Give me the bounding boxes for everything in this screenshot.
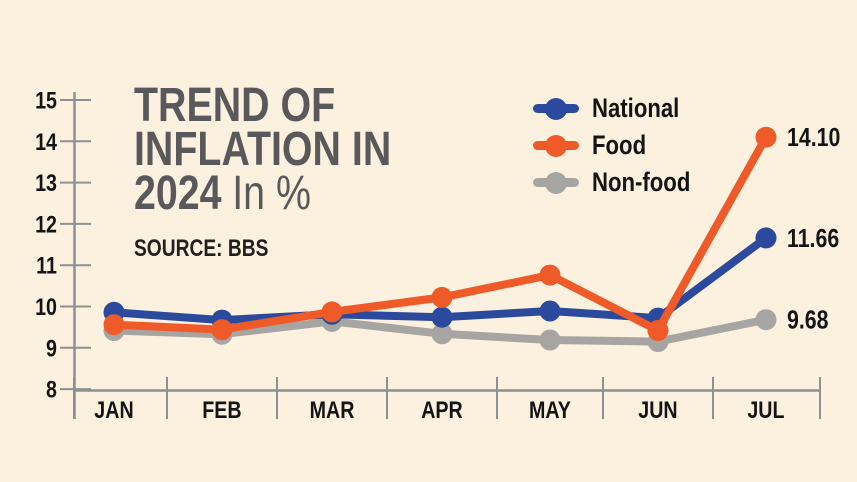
point-nonfood-apr [431, 323, 453, 345]
x-label-apr: APR [421, 396, 463, 423]
chart-title: TREND OF INFLATION IN 2024 In % [134, 79, 392, 218]
x-label-jun: JUN [638, 396, 677, 423]
x-label-jan: JAN [94, 396, 133, 423]
nonfood-line-marker-icon [533, 171, 579, 194]
chart-title-line2: INFLATION IN [134, 123, 392, 176]
chart-title-line3: 2024 In % [134, 170, 391, 218]
legend-item-food: Food [533, 127, 712, 164]
y-tick-label: 9 [46, 334, 57, 361]
point-food-jun [647, 320, 669, 341]
x-label-mar: MAR [310, 396, 355, 423]
y-tick-label: 15 [35, 87, 57, 114]
y-tick-label: 14 [35, 128, 58, 155]
point-food-feb [211, 319, 233, 341]
legend-label-food: Food [592, 130, 647, 160]
y-tick-label: 12 [35, 211, 57, 238]
legend: National Food Non-food [533, 90, 712, 201]
national-line-marker-icon [533, 97, 579, 120]
y-tick-label: 10 [35, 293, 57, 320]
point-food-jan [103, 314, 125, 336]
chart-title-line1: TREND OF [134, 79, 336, 132]
chart-title-year: 2024 [134, 167, 222, 220]
legend-item-nonfood: Non-food [533, 164, 712, 201]
point-food-mar [321, 301, 343, 323]
x-label-jul: JUL [747, 396, 784, 423]
point-national-apr [431, 306, 453, 328]
chart-unit-label: In % [232, 167, 311, 220]
end-value-label-nonfood: 9.68 [787, 306, 828, 336]
end-value-label-national: 11.66 [787, 224, 839, 254]
point-food-jul [755, 126, 777, 148]
x-label-feb: FEB [202, 396, 241, 423]
legend-label-nonfood: Non-food [592, 167, 691, 197]
food-line-marker-icon [533, 134, 579, 157]
x-label-may: MAY [529, 396, 571, 423]
legend-item-national: National [533, 90, 712, 127]
point-national-jul [755, 227, 777, 249]
source-label: SOURCE: BBS [134, 235, 269, 262]
point-nonfood-jul [755, 309, 777, 331]
y-tick-label: 13 [35, 169, 57, 196]
legend-label-national: National [592, 93, 680, 123]
point-national-may [539, 300, 561, 322]
point-food-may [539, 264, 561, 286]
y-tick-label: 8 [46, 376, 57, 403]
point-food-apr [431, 286, 453, 308]
point-nonfood-may [539, 329, 561, 351]
y-tick-label: 11 [36, 252, 57, 279]
end-value-label-food: 14.10 [787, 123, 840, 153]
